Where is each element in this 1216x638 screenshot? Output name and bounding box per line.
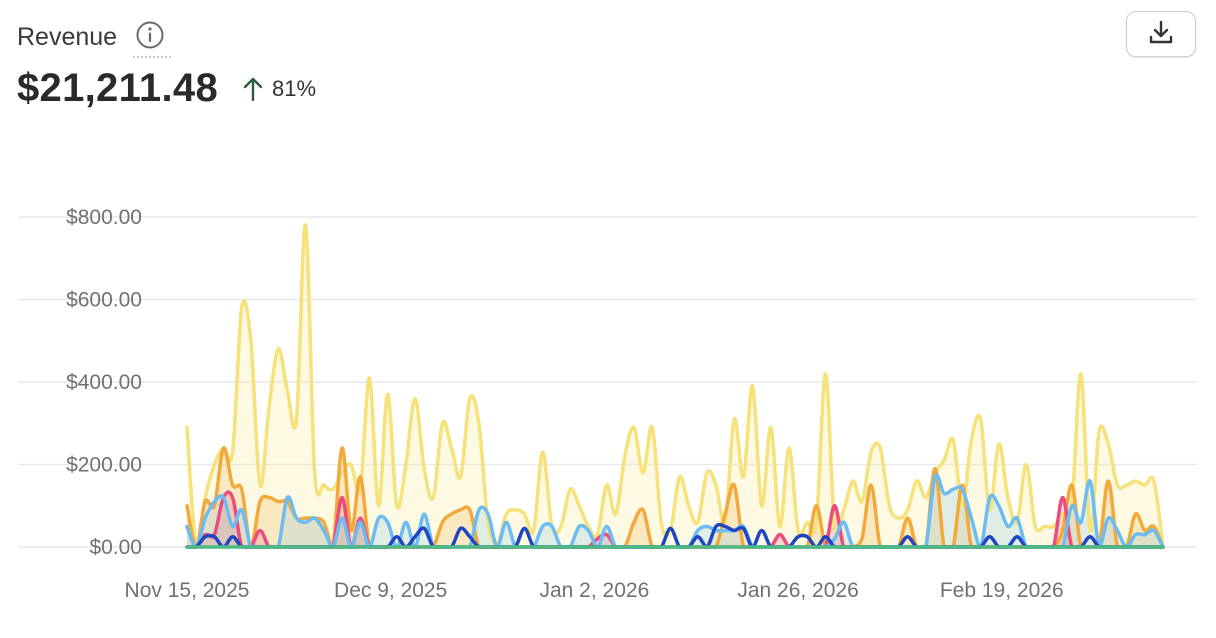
change-indicator: 81% (242, 76, 316, 102)
page-title: Revenue (17, 22, 118, 51)
x-tick-label: Feb 19, 2026 (940, 579, 1064, 602)
info-icon[interactable] (133, 20, 172, 58)
x-axis-ticks: Nov 15, 2025 Dec 9, 2025 Jan 2, 2026 Jan 26… (125, 579, 1064, 602)
y-axis-ticks: $0.00 $200.00 $400.00 $600.00 $800.00 (66, 206, 142, 559)
x-tick-label: Jan 2, 2026 (539, 579, 649, 602)
header-title-row: Revenue (17, 20, 172, 58)
y-tick-label: $400.00 (66, 371, 142, 394)
arrow-up-icon (242, 76, 264, 102)
y-tick-label: $0.00 (89, 536, 142, 559)
x-tick-label: Nov 15, 2025 (125, 579, 250, 602)
y-tick-label: $200.00 (66, 454, 142, 477)
y-tick-label: $800.00 (66, 206, 142, 229)
x-tick-label: Dec 9, 2025 (334, 579, 447, 602)
x-tick-label: Jan 26, 2026 (737, 579, 858, 602)
metric-row: $21,211.48 81% (17, 66, 316, 111)
download-button[interactable] (1126, 11, 1196, 57)
y-tick-label: $600.00 (66, 289, 142, 312)
change-percent: 81% (272, 75, 317, 101)
download-icon (1148, 19, 1174, 50)
series-line-0 (185, 223, 1165, 549)
series-lines (185, 223, 1165, 549)
revenue-total: $21,211.48 (17, 66, 218, 110)
